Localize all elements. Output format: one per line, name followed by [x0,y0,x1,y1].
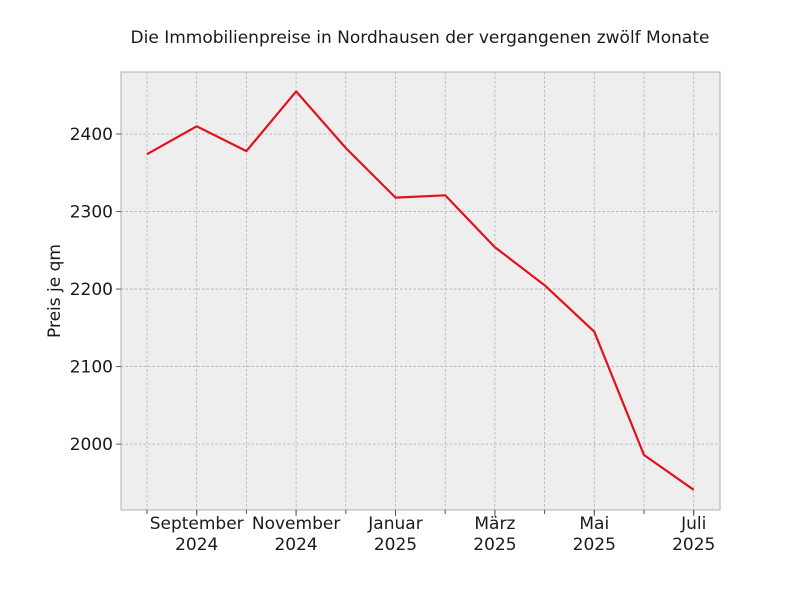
y-tick-label: 2300 [70,203,113,223]
x-tick-year: 2024 [274,535,317,555]
x-tick-year: 2024 [175,535,218,555]
plot-area [120,71,721,511]
x-tick-year: 2025 [374,535,417,555]
grid [121,72,720,510]
x-tick-month: November [252,514,340,534]
x-tick-month: September [150,514,244,534]
x-tick-month: Juli [680,514,706,534]
x-tick-month: Mai [579,514,609,534]
x-tick-label: März 2025 [473,514,516,555]
y-tick-label: 2400 [70,125,113,145]
x-tick-year: 2025 [672,535,715,555]
y-axis-label: Preis je qm [45,244,65,338]
x-tick-month: März [474,514,515,534]
x-tick-month: Januar [367,514,422,534]
y-tick-label: 2200 [70,280,113,300]
x-tick-label: Juli 2025 [672,514,715,555]
x-tick-year: 2025 [573,535,616,555]
x-tick-year: 2025 [473,535,516,555]
x-tick-label: Januar 2025 [367,514,422,555]
y-axis: 2000 2100 2200 2300 2400 [70,125,121,455]
chart-title: Die Immobilienpreise in Nordhausen der v… [131,28,710,48]
x-tick-label: September 2024 [150,514,244,555]
x-tick-label: November 2024 [252,514,340,555]
series-layer [146,90,695,491]
y-tick-label: 2000 [70,435,113,455]
y-tick-label: 2100 [70,358,113,378]
series-line [146,90,695,491]
x-tick-label: Mai 2025 [573,514,616,555]
